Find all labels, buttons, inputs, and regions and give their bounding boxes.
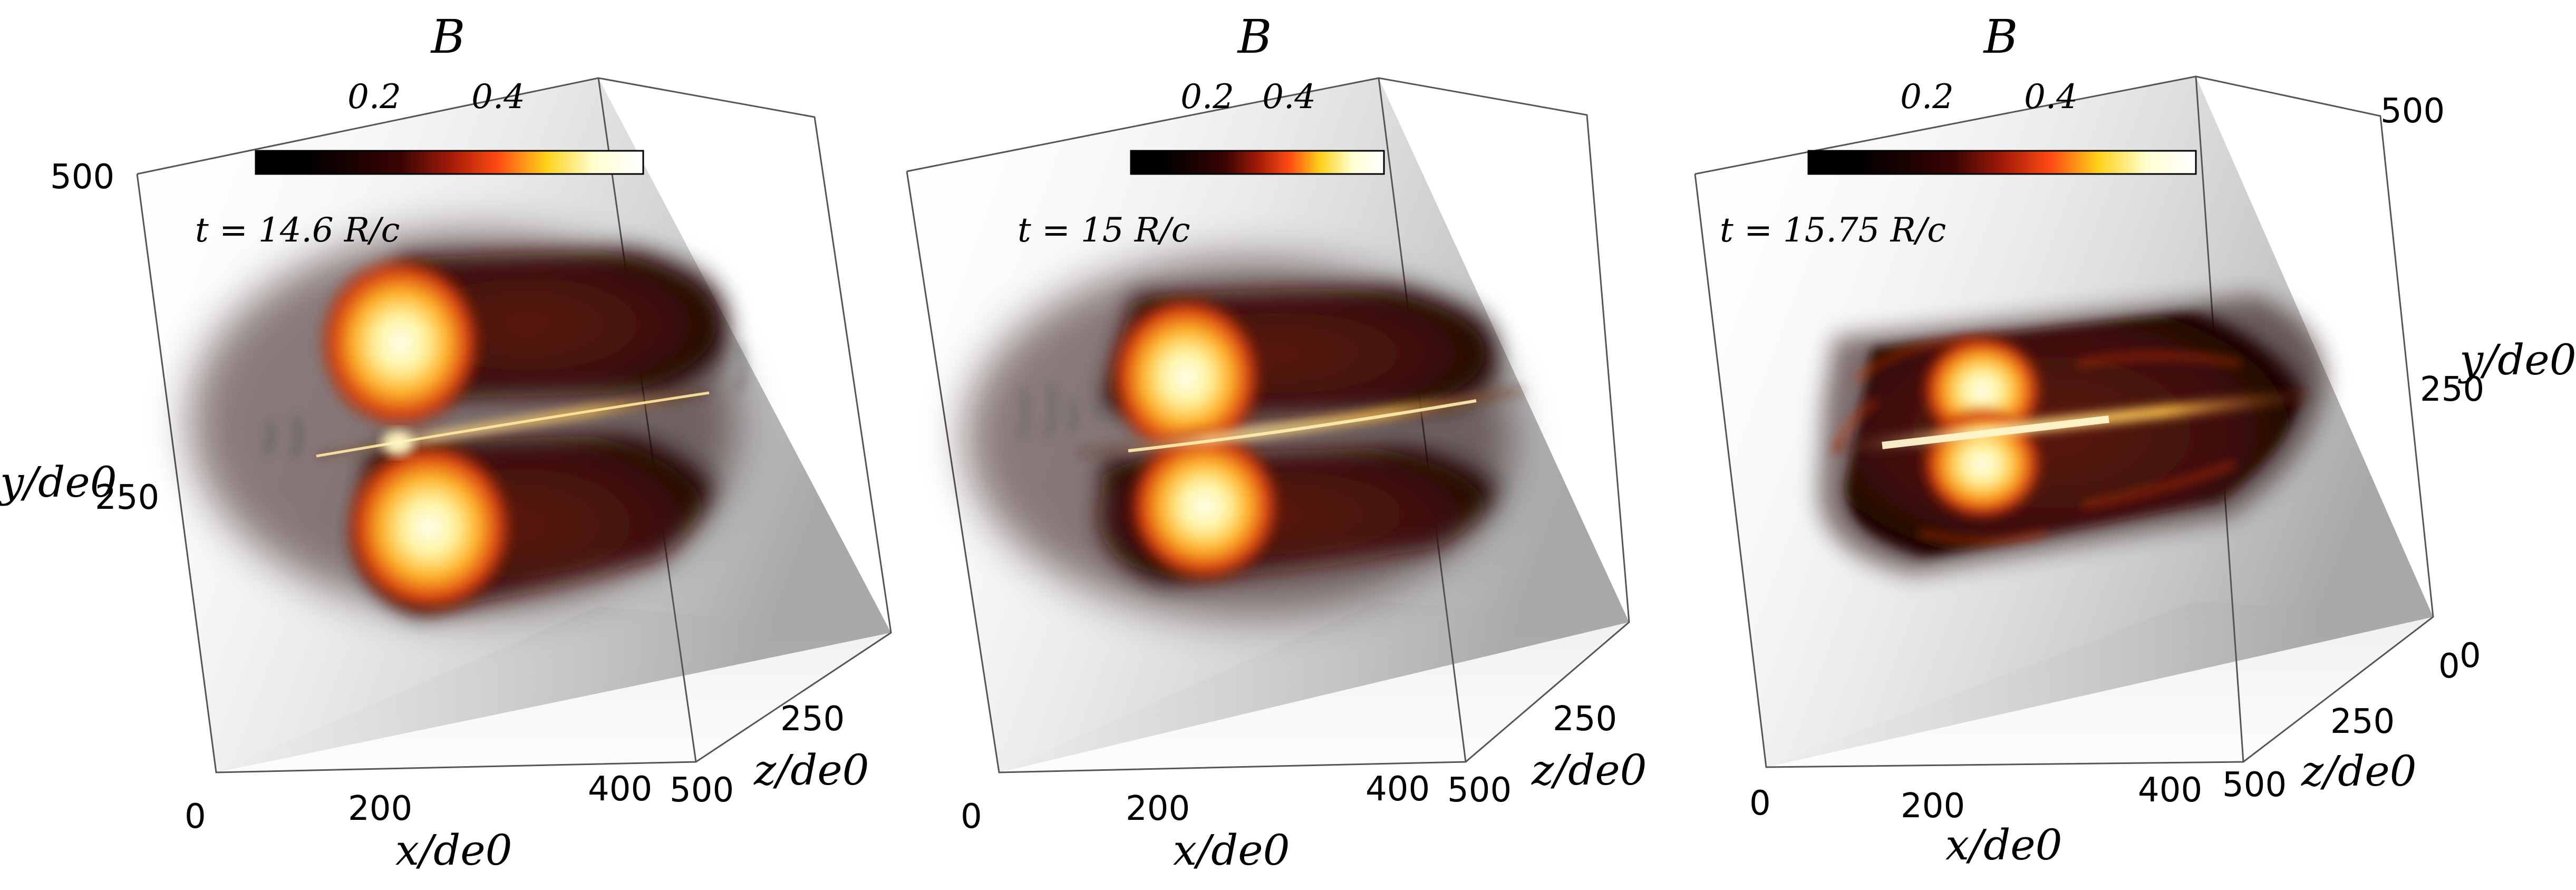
- colorbar-tick: 0.2: [347, 78, 401, 117]
- panel-2: B 0.2 0.4 t = 15 R/c 0 200 400 500 x/de0…: [906, 9, 1647, 875]
- x-axis-label: x/de0: [395, 826, 512, 875]
- x-axis-tick: 200: [348, 789, 412, 828]
- x-axis-tick: 200: [1126, 789, 1190, 828]
- x-axis-tick: 0: [185, 797, 206, 836]
- colorbar-tick: 0.2: [1180, 78, 1234, 117]
- y-axis-tick: 250: [95, 478, 159, 517]
- panel-title: B: [430, 9, 466, 64]
- z-axis-label: z/de0: [2301, 747, 2417, 796]
- y-axis-label: y/de0: [2458, 335, 2576, 384]
- x-axis-tick: 400: [2138, 771, 2202, 810]
- time-label: t = 15 R/c: [1018, 211, 1190, 250]
- box-floor: [216, 606, 891, 772]
- y-axis-tick: 500: [2380, 92, 2445, 131]
- red-filaments: [1832, 339, 2241, 543]
- field-volume: [190, 232, 747, 617]
- wake-streaks: [1017, 383, 1078, 439]
- colorbar-tick: 0.4: [1262, 78, 1316, 117]
- x-axis-tick: 500: [2222, 766, 2287, 805]
- y-axis-tick: 500: [50, 158, 114, 197]
- panel-1: B 0.2 0.4 t = 14.6 R/c 500 250 y/de0 0 2…: [0, 9, 892, 875]
- box-floor: [999, 601, 1629, 772]
- x-axis-tick: 500: [1447, 771, 1512, 810]
- time-label: t = 15.75 R/c: [1720, 211, 1946, 250]
- x-axis-label: x/de0: [1945, 820, 2062, 869]
- colorbar-tick: 0.2: [1900, 78, 1954, 117]
- x-axis-tick: 400: [1366, 770, 1430, 809]
- z-axis-tick: 250: [2330, 702, 2395, 741]
- x-axis-tick: 500: [670, 771, 734, 810]
- z-axis-label: z/de0: [753, 746, 869, 795]
- colorbar-tick: 0.4: [471, 78, 525, 117]
- y-axis-tick: 250: [2420, 370, 2484, 409]
- z-axis-label: z/de0: [1531, 746, 1647, 795]
- y-axis-label: y/de0: [0, 458, 117, 507]
- colorbar: [255, 150, 644, 175]
- colorbar: [1807, 150, 2197, 175]
- x-axis-tick: 0: [1749, 784, 1771, 823]
- field-volume: [1819, 295, 2326, 575]
- colorbar-tick: 0.4: [2024, 78, 2078, 117]
- panel-title: B: [1983, 9, 2018, 64]
- x-axis-tick: 0: [961, 797, 982, 836]
- colorbar: [1130, 150, 1385, 175]
- panel-title: B: [1237, 9, 1272, 64]
- x-axis-label: x/de0: [1173, 826, 1290, 875]
- x-axis-tick: 400: [588, 770, 652, 809]
- z-axis-tick: 250: [1553, 700, 1617, 739]
- z-axis-tick: 250: [780, 700, 845, 739]
- time-label: t = 14.6 R/c: [195, 211, 400, 250]
- z-axis-tick: 0: [2438, 647, 2460, 686]
- box-floor: [1766, 601, 2433, 767]
- y-axis-tick: 0: [2459, 636, 2481, 675]
- field-volume: [965, 258, 1525, 617]
- x-axis-tick: 200: [1901, 787, 1965, 826]
- panel-3: B 0.2 0.4 t = 15.75 R/c 500 250 0 y/de0 …: [1694, 9, 2576, 869]
- wake-streaks: [263, 341, 747, 461]
